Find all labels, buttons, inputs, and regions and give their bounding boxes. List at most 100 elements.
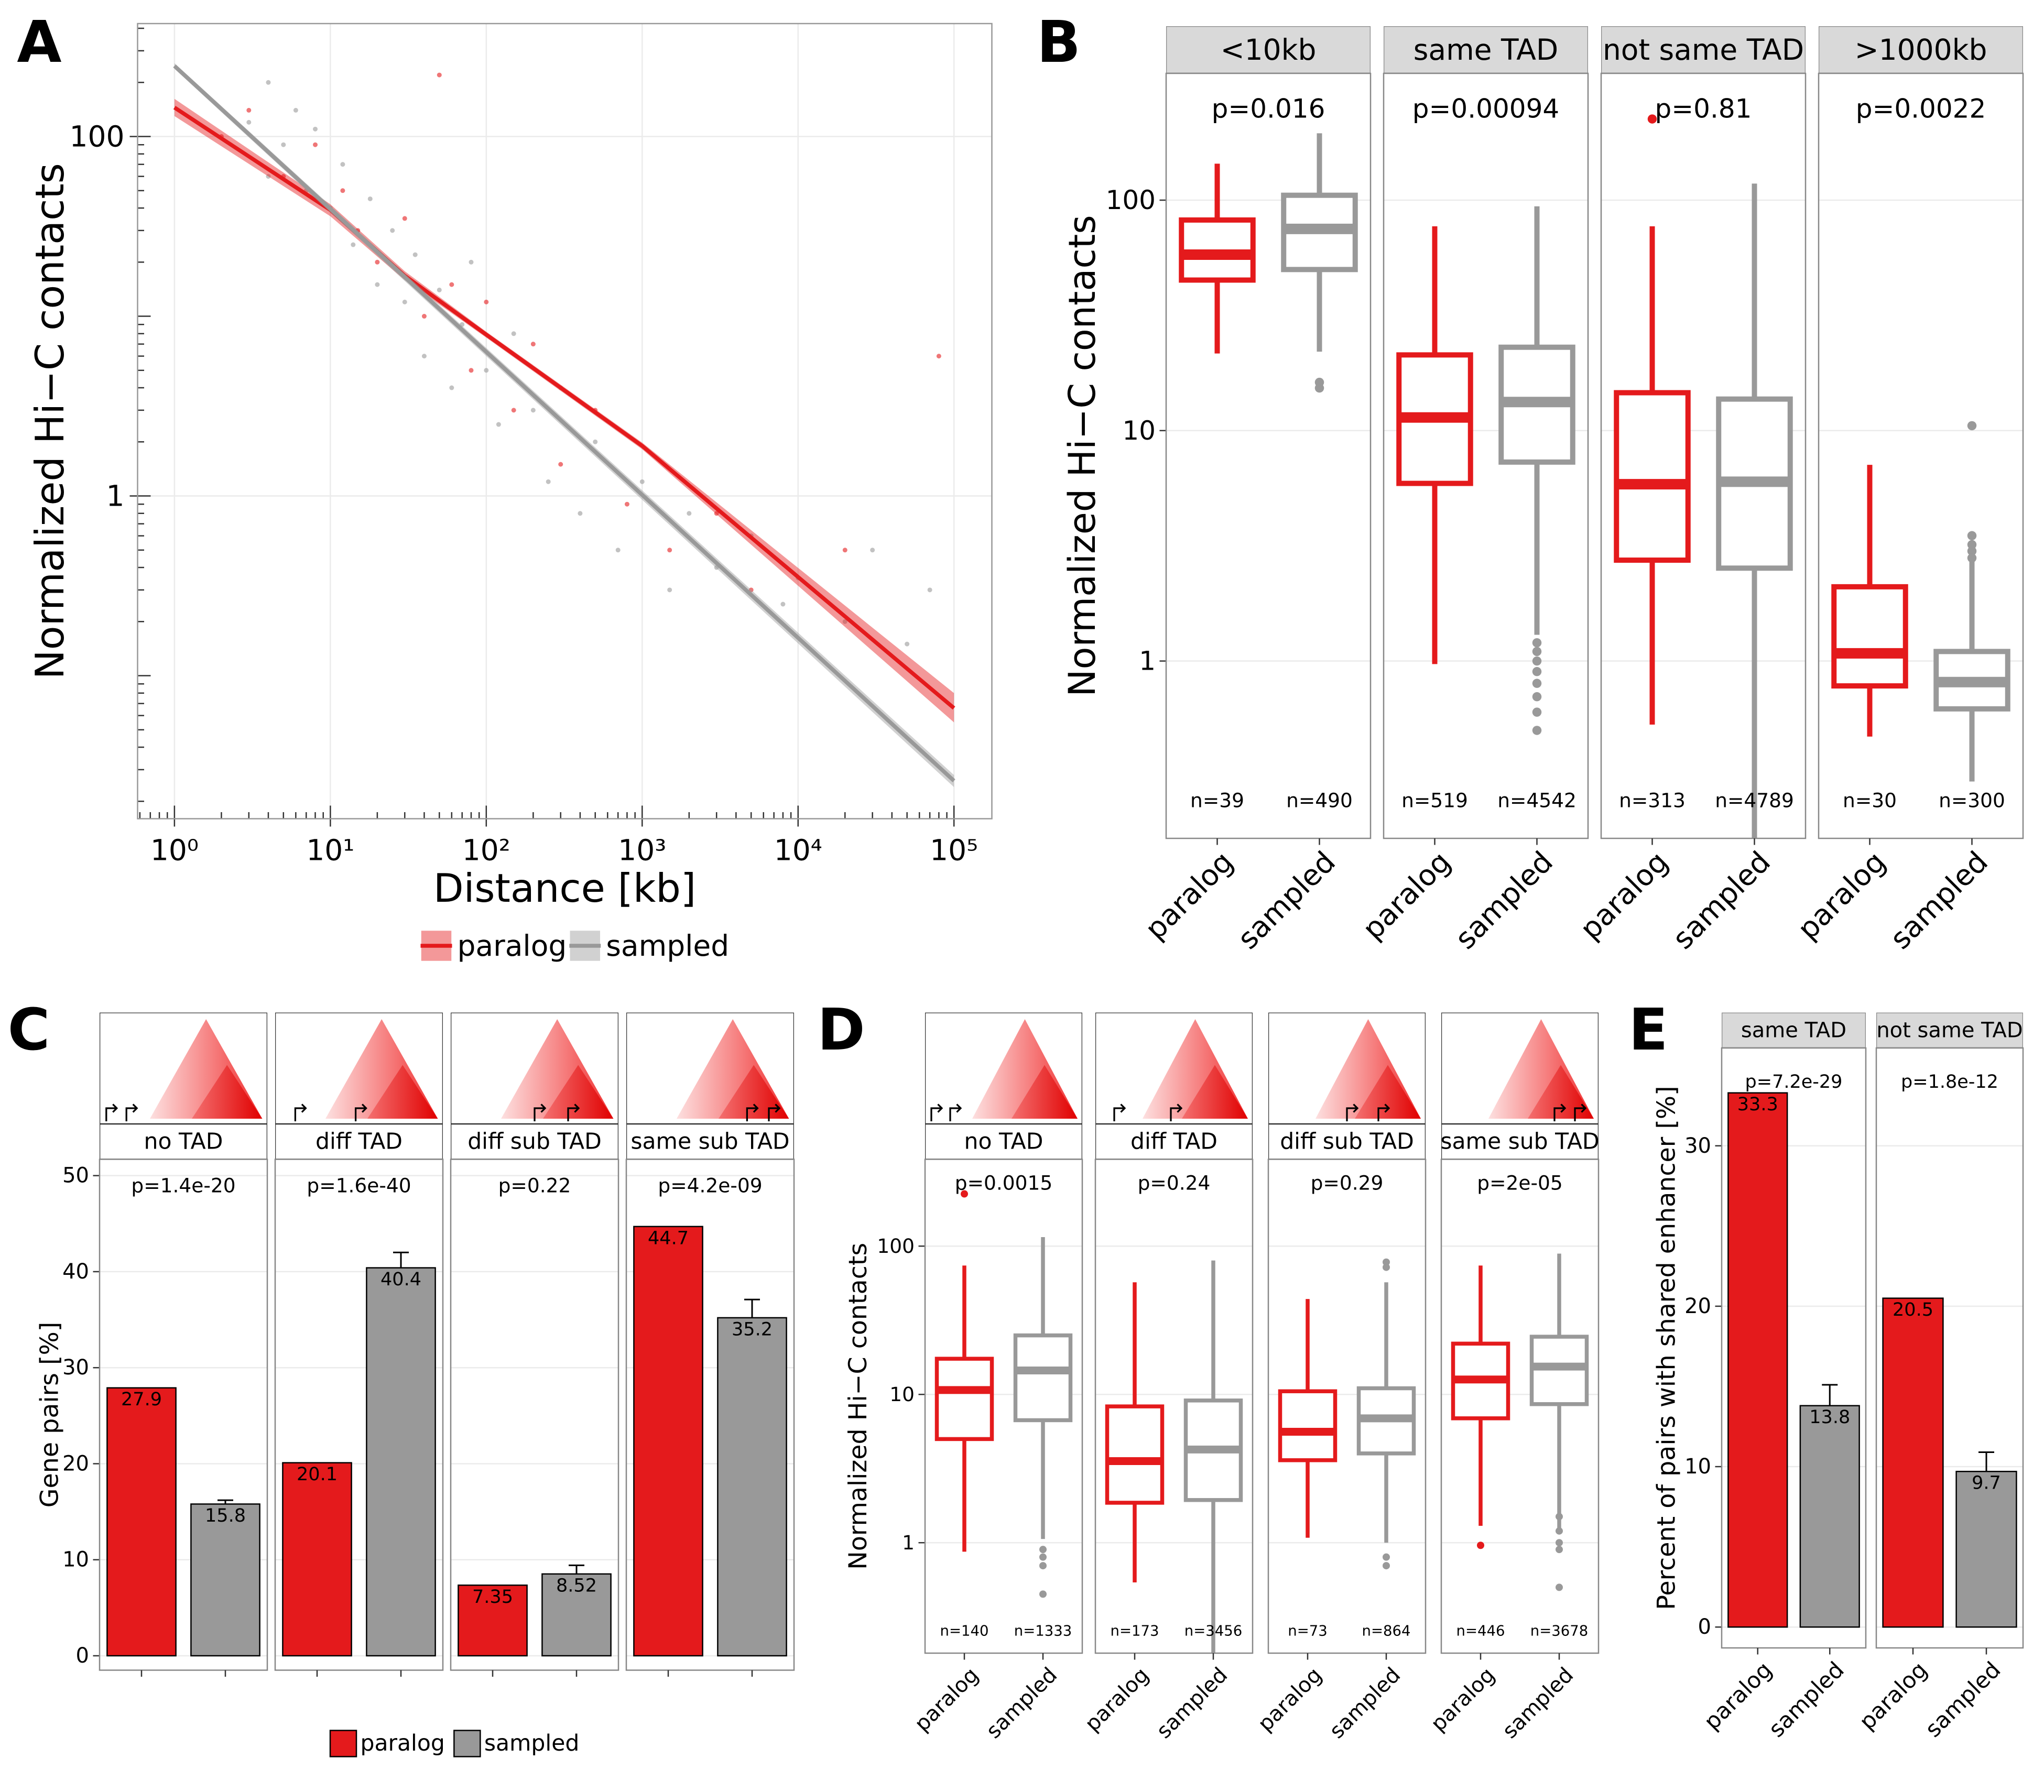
n-label: n=864 (1362, 1623, 1411, 1640)
value-label: 8.52 (556, 1575, 597, 1596)
panel-label: E (1628, 996, 1668, 1063)
point (266, 80, 271, 85)
y-tick-label: 30 (1684, 1134, 1711, 1158)
x-axis-title: Distance [kb] (433, 865, 696, 911)
n-label: n=4542 (1497, 789, 1577, 812)
sub-tad-icon (1355, 1065, 1421, 1119)
strip-label: diff TAD (316, 1129, 403, 1154)
box (1278, 1389, 1338, 1462)
outlier (1532, 726, 1542, 735)
outlier (1383, 1263, 1390, 1271)
bar (1882, 1297, 1944, 1628)
sub-tad-icon (192, 1065, 263, 1119)
y-tick-label: 40 (62, 1260, 89, 1284)
strip-label: same TAD (1741, 1018, 1846, 1042)
strip: diff TAD (1095, 1012, 1253, 1160)
y-tick-label: 50 (62, 1164, 89, 1188)
p-value: p=0.22 (498, 1174, 571, 1197)
strip-label: no TAD (964, 1129, 1043, 1154)
outlier (1039, 1590, 1047, 1598)
bar (458, 1585, 528, 1657)
point (624, 501, 629, 507)
outlier (1039, 1546, 1047, 1554)
point (511, 408, 516, 413)
outlier (1967, 531, 1977, 541)
promoter-arrow (746, 1103, 759, 1121)
promoter-arrow (294, 1103, 307, 1121)
point (484, 368, 489, 373)
bar (541, 1573, 612, 1657)
p-value: p=1.4e-20 (131, 1174, 235, 1197)
point (266, 174, 271, 179)
strip-label: diff sub TAD (467, 1129, 602, 1154)
x-tick-label: sampled (1884, 845, 1994, 955)
value-label: 40.4 (380, 1269, 421, 1290)
promoter-arrow (1377, 1103, 1390, 1121)
fit-line (173, 106, 955, 710)
n-label: n=173 (1111, 1623, 1159, 1640)
point (340, 188, 345, 193)
value-label: 20.5 (1893, 1299, 1933, 1320)
point (546, 479, 551, 484)
box (1105, 1404, 1165, 1505)
value-label: 33.3 (1737, 1094, 1778, 1115)
strip: no TAD (100, 1012, 267, 1160)
n-label: n=3678 (1530, 1623, 1588, 1640)
y-tick-label: 0 (76, 1644, 89, 1668)
bar (1955, 1470, 2017, 1628)
strip: >1000kb (1819, 26, 2023, 73)
point (469, 259, 474, 265)
strip: not same TAD (1876, 1012, 2023, 1048)
p-value: p=0.81 (1655, 94, 1752, 124)
y-tick-label: 10 (62, 1548, 89, 1572)
plot-border (274, 1159, 444, 1671)
legend: paralog sampled (420, 929, 729, 963)
promoter-arrow (1346, 1103, 1359, 1121)
sub-tad-icon (367, 1065, 438, 1119)
promoter-arrow (125, 1103, 138, 1121)
y-tick-label: 1 (902, 1531, 915, 1554)
value-label: 7.35 (472, 1587, 513, 1608)
point (437, 72, 442, 78)
p-value: p=2e-05 (1477, 1172, 1562, 1195)
x-tick-label: paralog (1791, 845, 1892, 946)
strip: same sub TAD (626, 1012, 794, 1160)
p-value: p=7.2e-29 (1745, 1072, 1843, 1092)
x-tick-label: sampled (1920, 1657, 2006, 1743)
point (530, 342, 536, 347)
p-value: p=0.00094 (1412, 94, 1559, 124)
x-tick-label: 10⁰ (150, 834, 199, 867)
point (530, 408, 536, 413)
p-value: p=0.24 (1138, 1172, 1211, 1195)
n-label: n=519 (1401, 789, 1468, 812)
outlier (1967, 421, 1977, 431)
value-label: 9.7 (1972, 1473, 2001, 1494)
plot-border (1267, 1159, 1427, 1654)
outlier (1314, 383, 1324, 393)
value-label: 20.1 (297, 1464, 338, 1485)
point (639, 479, 645, 484)
y-tick-label: 1 (1139, 646, 1156, 676)
point (484, 299, 489, 304)
p-value: p=0.0022 (1856, 94, 1986, 124)
p-value: p=0.016 (1212, 94, 1325, 124)
point (905, 641, 910, 647)
point (449, 385, 454, 390)
y-axis-title: Gene pairs [%] (36, 1322, 64, 1508)
promoter-arrow (105, 1103, 118, 1121)
point (667, 587, 672, 593)
point (402, 299, 407, 304)
promoter-arrow (567, 1103, 580, 1121)
plot-border (1875, 1047, 2024, 1649)
point (246, 119, 252, 125)
point (390, 228, 395, 233)
point (421, 354, 427, 359)
strip-background (1166, 26, 1371, 73)
bar (717, 1317, 787, 1657)
n-label: n=446 (1456, 1623, 1505, 1640)
promoter-arrow (930, 1103, 943, 1121)
outlier (1383, 1258, 1390, 1266)
plot-background (1819, 73, 2023, 838)
sub-tad-icon (1182, 1065, 1248, 1119)
